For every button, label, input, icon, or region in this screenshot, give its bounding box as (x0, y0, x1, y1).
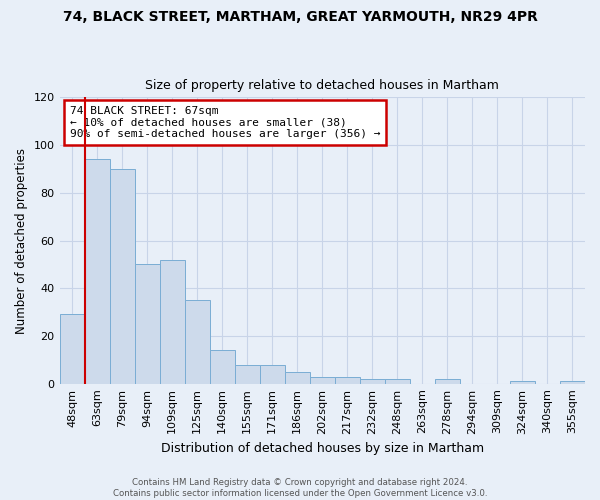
Bar (260, 364, 285, 384)
Text: 74 BLACK STREET: 67sqm
← 10% of detached houses are smaller (38)
90% of semi-det: 74 BLACK STREET: 67sqm ← 10% of detached… (70, 106, 380, 139)
Bar (335, 376, 360, 384)
Bar (435, 379, 460, 384)
Bar (360, 379, 385, 384)
Bar (185, 300, 209, 384)
X-axis label: Distribution of detached houses by size in Martham: Distribution of detached houses by size … (161, 442, 484, 455)
Bar (160, 260, 185, 384)
Bar (110, 169, 134, 384)
Bar (510, 382, 535, 384)
Title: Size of property relative to detached houses in Martham: Size of property relative to detached ho… (145, 79, 499, 92)
Bar (285, 372, 310, 384)
Text: 74, BLACK STREET, MARTHAM, GREAT YARMOUTH, NR29 4PR: 74, BLACK STREET, MARTHAM, GREAT YARMOUT… (62, 10, 538, 24)
Bar (134, 264, 160, 384)
Bar (59, 314, 85, 384)
Y-axis label: Number of detached properties: Number of detached properties (15, 148, 28, 334)
Bar (85, 160, 110, 384)
Text: Contains HM Land Registry data © Crown copyright and database right 2024.
Contai: Contains HM Land Registry data © Crown c… (113, 478, 487, 498)
Bar (209, 350, 235, 384)
Bar (310, 376, 335, 384)
Bar (235, 364, 260, 384)
Bar (560, 382, 585, 384)
Bar (385, 379, 410, 384)
